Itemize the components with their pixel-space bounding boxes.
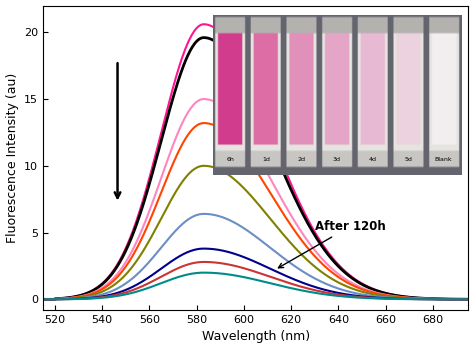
X-axis label: Wavelength (nm): Wavelength (nm)	[202, 331, 310, 343]
Y-axis label: Fluorescence Intensity (au): Fluorescence Intensity (au)	[6, 73, 18, 243]
Text: After 6h: After 6h	[222, 41, 344, 55]
Text: After 120h: After 120h	[278, 220, 385, 268]
